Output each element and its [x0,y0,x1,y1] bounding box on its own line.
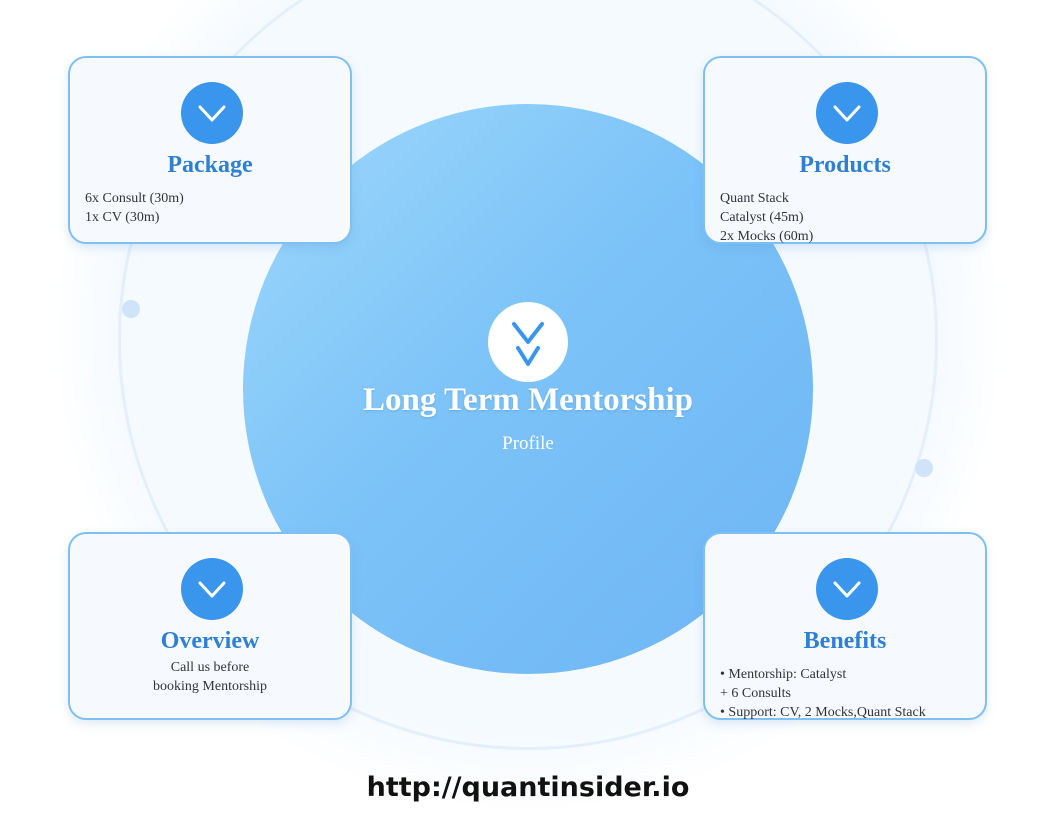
chevron-down-icon [816,558,878,620]
chevron-down-icon [181,558,243,620]
package-line: 1x CV (30m) [85,210,160,225]
decorative-dot [915,459,933,477]
overview-card: Overview Call us before booking Mentorsh… [68,532,352,720]
center-title: Long Term Mentorship [362,382,694,418]
benefits-line: • Mentorship: Catalyst [720,667,847,682]
chevron-down-icon [816,82,878,144]
products-line: 2x Mocks (60m) [720,229,814,244]
overview-title: Overview [160,628,260,654]
products-line: Quant Stack [720,191,789,206]
package-title: Package [167,152,253,178]
benefits-details: • Mentorship: Catalyst + 6 Consults • Su… [720,665,975,722]
products-details: Quant Stack Catalyst (45m) 2x Mocks (60m… [720,189,975,246]
benefits-line: • Support: CV, 2 Mocks,Quant Stack [720,705,926,720]
double-chevron-down-icon [488,302,568,382]
benefits-line: + 6 Consults [720,686,791,701]
overview-details: Call us before booking Mentorship [70,658,350,696]
package-details: 6x Consult (30m) 1x CV (30m) [85,189,340,227]
overview-line: Call us before [170,660,250,675]
center-subtitle: Profile [502,433,554,454]
package-line: 6x Consult (30m) [85,191,184,206]
decorative-dot [122,300,140,318]
footer-url: http://quantinsider.io [366,772,690,803]
benefits-card: Benefits • Mentorship: Catalyst + 6 Cons… [703,532,987,720]
chevron-down-icon [181,82,243,144]
benefits-title: Benefits [803,628,887,654]
overview-line: booking Mentorship [153,679,267,694]
outer-ring [118,0,938,750]
products-title: Products [799,152,891,178]
package-card: Package 6x Consult (30m) 1x CV (30m) [68,56,352,244]
products-line: Catalyst (45m) [720,210,804,225]
products-card: Products Quant Stack Catalyst (45m) 2x M… [703,56,987,244]
